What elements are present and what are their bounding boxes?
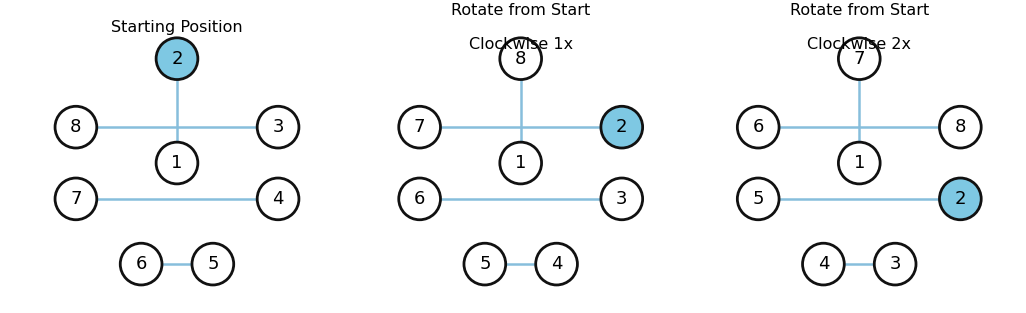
- Circle shape: [536, 243, 578, 285]
- Circle shape: [601, 178, 642, 220]
- Text: 4: 4: [818, 255, 829, 273]
- Text: Clockwise 2x: Clockwise 2x: [807, 37, 911, 52]
- Text: Rotate from Start: Rotate from Start: [451, 3, 590, 18]
- Circle shape: [500, 38, 542, 80]
- Text: 4: 4: [551, 255, 562, 273]
- Text: 3: 3: [272, 118, 284, 136]
- Circle shape: [738, 106, 779, 148]
- Circle shape: [258, 178, 299, 220]
- Circle shape: [192, 243, 234, 285]
- Text: 1: 1: [854, 154, 865, 172]
- Text: 5: 5: [752, 190, 764, 208]
- Circle shape: [940, 106, 981, 148]
- Circle shape: [802, 243, 844, 285]
- Circle shape: [399, 178, 440, 220]
- Text: 6: 6: [413, 190, 426, 208]
- Text: 6: 6: [135, 255, 147, 273]
- Circle shape: [399, 106, 440, 148]
- Text: Clockwise 1x: Clockwise 1x: [469, 37, 573, 52]
- Text: 2: 2: [954, 190, 966, 208]
- Circle shape: [500, 142, 542, 184]
- Text: Starting Position: Starting Position: [111, 20, 243, 35]
- Text: Rotate from Start: Rotate from Start: [790, 3, 929, 18]
- Circle shape: [464, 243, 506, 285]
- Text: 2: 2: [616, 118, 628, 136]
- Circle shape: [838, 142, 880, 184]
- Text: 8: 8: [70, 118, 82, 136]
- Circle shape: [156, 38, 198, 80]
- Circle shape: [258, 106, 299, 148]
- Circle shape: [738, 178, 779, 220]
- Text: 8: 8: [515, 50, 526, 68]
- Text: 1: 1: [171, 154, 183, 172]
- Text: 2: 2: [171, 50, 183, 68]
- Text: 3: 3: [616, 190, 628, 208]
- Text: 4: 4: [272, 190, 284, 208]
- Circle shape: [601, 106, 642, 148]
- Circle shape: [55, 106, 96, 148]
- Circle shape: [55, 178, 96, 220]
- Text: 7: 7: [70, 190, 82, 208]
- Text: 7: 7: [854, 50, 865, 68]
- Text: 3: 3: [890, 255, 901, 273]
- Text: 1: 1: [515, 154, 526, 172]
- Circle shape: [838, 38, 880, 80]
- Text: 7: 7: [413, 118, 426, 136]
- Text: 6: 6: [752, 118, 764, 136]
- Text: 8: 8: [954, 118, 966, 136]
- Circle shape: [940, 178, 981, 220]
- Text: 5: 5: [479, 255, 490, 273]
- Circle shape: [874, 243, 916, 285]
- Circle shape: [156, 142, 198, 184]
- Text: 5: 5: [207, 255, 219, 273]
- Circle shape: [120, 243, 162, 285]
